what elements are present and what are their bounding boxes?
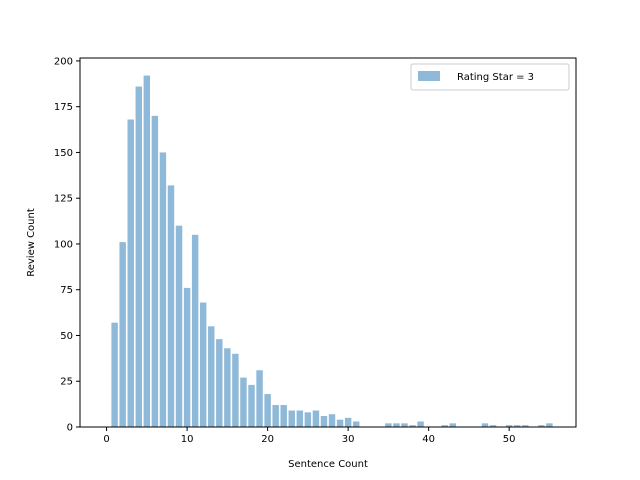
x-tick-label: 40 (422, 434, 435, 445)
bar (191, 234, 199, 427)
bar (441, 425, 448, 427)
y-tick-label: 50 (60, 331, 73, 342)
bar (159, 152, 167, 427)
bar (288, 410, 295, 427)
x-axis-ticks: 0 10 20 30 40 50 (103, 427, 516, 445)
legend: Rating Star = 3 (410, 63, 570, 91)
bar (304, 412, 312, 427)
bar (449, 423, 457, 427)
y-tick-label: 75 (60, 285, 73, 296)
x-tick-label: 10 (181, 434, 194, 445)
bar (312, 410, 320, 427)
bar (175, 225, 183, 427)
bar (127, 119, 134, 427)
bar (481, 423, 489, 427)
bar (183, 287, 191, 427)
bar (546, 423, 553, 427)
bar (352, 421, 360, 427)
y-tick-label: 0 (67, 423, 73, 434)
bar (336, 419, 344, 427)
bar (224, 348, 231, 427)
y-tick-label: 25 (60, 377, 73, 388)
bar (505, 425, 513, 427)
y-tick-label: 100 (54, 239, 73, 250)
bar (143, 75, 151, 427)
bar (264, 394, 271, 427)
bar (216, 339, 223, 427)
bar (296, 410, 304, 427)
bar (151, 115, 159, 427)
y-axis-label: Review Count (26, 208, 37, 277)
y-tick-label: 150 (54, 148, 73, 159)
legend-label: Rating Star = 3 (457, 72, 534, 83)
bar (401, 423, 408, 427)
x-tick-label: 30 (342, 434, 355, 445)
bar (320, 416, 328, 427)
bar (417, 421, 424, 427)
bar (385, 423, 392, 427)
bar (256, 370, 263, 427)
plot-frame (79, 57, 577, 428)
bar (248, 384, 255, 427)
legend-swatch (418, 71, 440, 81)
y-tick-label: 125 (54, 194, 73, 205)
bar (514, 425, 521, 427)
bar (199, 302, 207, 427)
bar (538, 425, 545, 427)
bars-group (111, 75, 553, 428)
bar (232, 353, 239, 427)
x-tick-label: 50 (503, 434, 516, 445)
bar (522, 425, 529, 427)
x-tick-label: 20 (261, 434, 274, 445)
bar (240, 377, 247, 427)
x-tick-label: 0 (103, 434, 109, 445)
bar (409, 425, 416, 427)
bar (344, 417, 352, 427)
bar (135, 86, 142, 428)
bar (208, 326, 215, 427)
bar (272, 405, 279, 427)
x-axis-label: Sentence Count (288, 459, 368, 470)
bar (111, 322, 118, 427)
y-tick-label: 200 (54, 56, 73, 67)
y-axis-ticks: 0 25 50 75 100 125 150 175 200 (54, 56, 80, 434)
bar (393, 423, 400, 427)
legend-frame (410, 63, 570, 91)
bar (280, 405, 287, 427)
y-tick-label: 175 (54, 102, 73, 113)
bar (119, 242, 126, 427)
bar (489, 425, 497, 427)
bar (328, 414, 336, 427)
bar (167, 185, 175, 427)
